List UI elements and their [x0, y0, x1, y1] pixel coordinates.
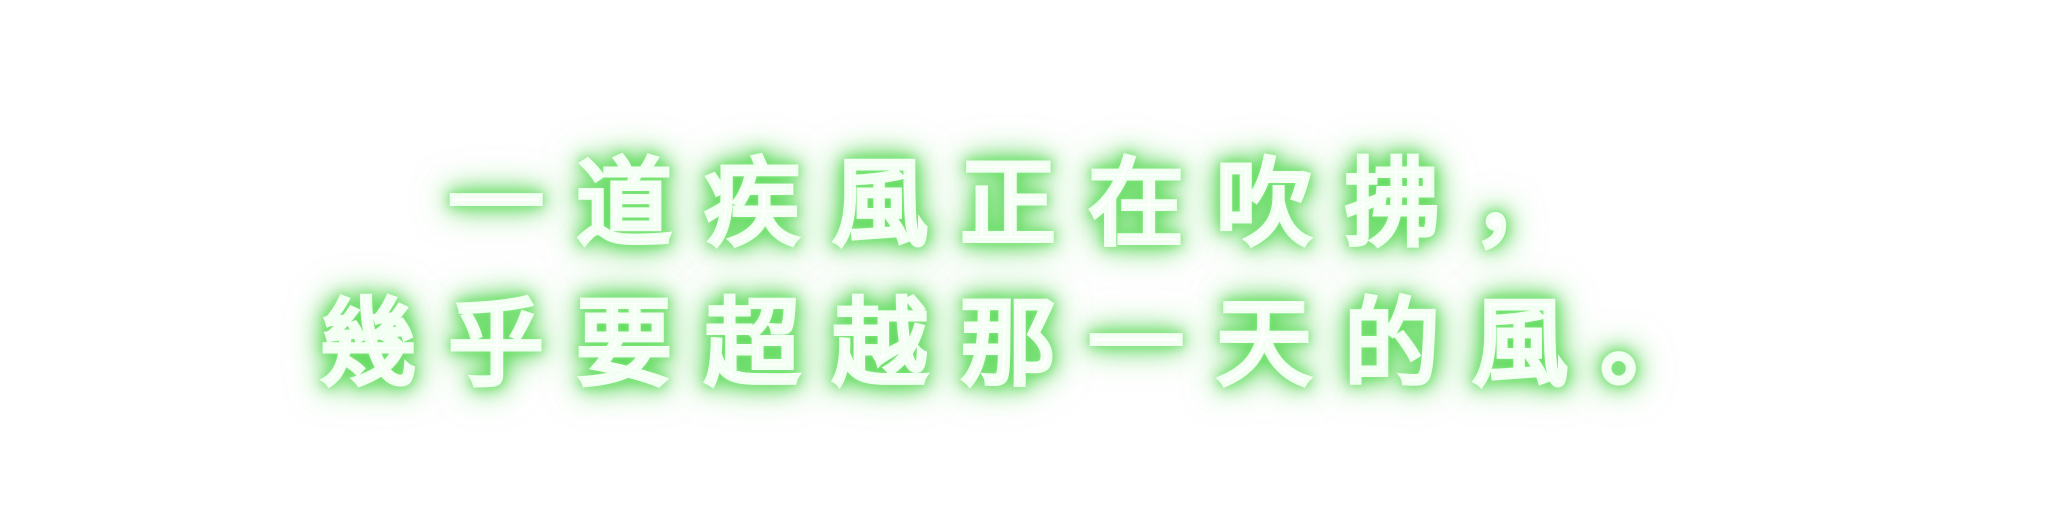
caption-line-1: 一道疾風正在吹拂，: [447, 147, 1600, 261]
caption-line-2: 幾乎要超越那一天的風。: [319, 287, 1728, 401]
glowing-caption: 一道疾風正在吹拂， 幾乎要超越那一天的風。: [0, 134, 2048, 414]
